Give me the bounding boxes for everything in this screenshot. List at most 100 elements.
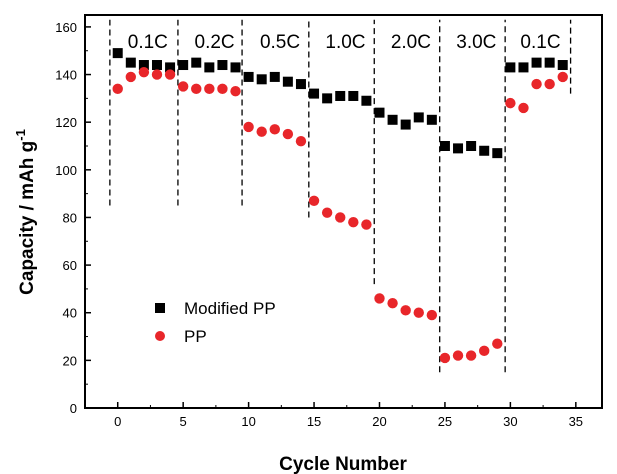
modified-pp-point <box>269 71 280 82</box>
x-tick-label: 20 <box>372 414 386 429</box>
x-tick-label: 15 <box>307 414 321 429</box>
modified-pp-point <box>374 107 385 118</box>
pp-point <box>321 207 333 218</box>
pp-point <box>531 78 542 90</box>
pp-point <box>295 136 307 147</box>
pp-point <box>413 307 424 318</box>
pp-point <box>282 128 294 140</box>
rate-dividers <box>109 19 572 373</box>
pp-point <box>426 309 438 321</box>
modified-pp-point <box>151 60 162 71</box>
modified-pp-point <box>557 60 568 71</box>
pp-point <box>452 350 464 361</box>
modified-pp-point <box>479 145 490 156</box>
pp-point <box>505 97 516 109</box>
modified-pp-point <box>138 60 149 71</box>
x-tick-label: 30 <box>503 414 517 429</box>
modified-pp-point <box>400 119 411 130</box>
modified-pp-point <box>505 62 516 73</box>
pp-point <box>164 69 176 80</box>
legend: Modified PP PP <box>155 299 276 346</box>
x-tick-label: 25 <box>438 414 452 429</box>
pp-point <box>243 121 254 133</box>
x-tick-label: 0 <box>114 414 121 429</box>
rate-label: 0.2C <box>195 32 235 53</box>
modified-pp-point <box>518 62 529 73</box>
x-tick-label: 35 <box>569 414 583 429</box>
modified-pp-point <box>387 114 398 125</box>
modified-pp-point <box>243 71 254 82</box>
legend-marker-modified-pp <box>155 303 165 313</box>
pp-point <box>177 81 189 92</box>
rate-label: 2.0C <box>391 32 431 53</box>
modified-pp-point <box>426 114 437 125</box>
modified-pp-point <box>295 79 306 90</box>
modified-pp-point <box>466 141 477 151</box>
modified-pp-point <box>544 57 555 68</box>
legend-label-pp: PP <box>184 327 207 346</box>
modified-pp-point <box>453 143 464 154</box>
pp-point <box>348 217 359 228</box>
modified-pp-point <box>204 62 215 73</box>
axis-ticks <box>85 26 577 409</box>
modified-pp-point <box>309 88 320 99</box>
rate-label: 3.0C <box>456 32 496 53</box>
pp-point <box>256 126 267 137</box>
pp-point <box>544 78 555 90</box>
pp-point <box>387 298 398 309</box>
pp-point <box>151 69 163 80</box>
pp-point <box>335 212 346 223</box>
rate-labels: 0.1C 0.2C 0.5C 1.0C 2.0C 3.0C 0.1C <box>128 32 561 53</box>
y-tick-label: 80 <box>63 210 77 225</box>
pp-point <box>465 350 477 361</box>
modified-pp-point <box>282 76 293 87</box>
y-axis-title-superscript: -1 <box>13 129 28 141</box>
rate-label: 0.1C <box>128 32 168 53</box>
rate-label: 0.5C <box>260 32 300 53</box>
pp-point <box>191 83 202 95</box>
y-tick-label: 40 <box>63 306 77 321</box>
modified-pp-point <box>178 60 189 71</box>
modified-pp-point <box>125 57 136 68</box>
modified-pp-point <box>348 90 359 101</box>
modified-pp-point <box>256 74 267 85</box>
pp-point <box>479 345 490 357</box>
pp-point <box>230 86 241 97</box>
y-axis-title-text: Capacity / mAh g <box>17 141 38 295</box>
modified-pp-point <box>191 57 202 68</box>
legend-label-modified-pp: Modified PP <box>184 299 276 318</box>
y-tick-label: 60 <box>63 258 77 273</box>
y-tick-label: 100 <box>55 163 77 178</box>
pp-point <box>557 71 568 83</box>
pp-point <box>374 293 385 304</box>
y-tick-label: 20 <box>63 353 77 368</box>
x-axis-title: Cycle Number <box>279 454 407 474</box>
pp-point <box>138 66 150 78</box>
y-tick-label: 160 <box>55 20 77 35</box>
pp-point <box>112 83 123 95</box>
axis-tick-labels: 0 5 10 15 20 25 30 35 0 20 40 60 80 100 120 140 160 <box>55 20 583 429</box>
modified-pp-point <box>439 141 450 151</box>
modified-pp-point <box>413 112 424 123</box>
y-axis-title: Capacity / mAh g-1 <box>13 129 38 295</box>
rate-label: 1.0C <box>325 32 365 53</box>
pp-point <box>204 83 215 95</box>
x-tick-label: 5 <box>180 414 187 429</box>
x-tick-label: 10 <box>241 414 255 429</box>
pp-point <box>217 83 228 95</box>
modified-pp-point <box>322 93 333 104</box>
pp-point <box>439 352 451 364</box>
modified-pp-point <box>217 60 228 71</box>
rate-label: 0.1C <box>520 32 560 53</box>
y-tick-label: 120 <box>55 115 77 130</box>
pp-point <box>400 305 411 316</box>
modified-pp-point <box>165 62 176 73</box>
pp-point <box>269 124 280 135</box>
legend-marker-pp <box>155 331 165 341</box>
modified-pp-point <box>531 57 542 68</box>
modified-pp-point <box>230 62 241 73</box>
plot-frame <box>84 14 603 409</box>
y-tick-label: 0 <box>70 401 77 416</box>
modified-pp-point <box>492 148 503 159</box>
